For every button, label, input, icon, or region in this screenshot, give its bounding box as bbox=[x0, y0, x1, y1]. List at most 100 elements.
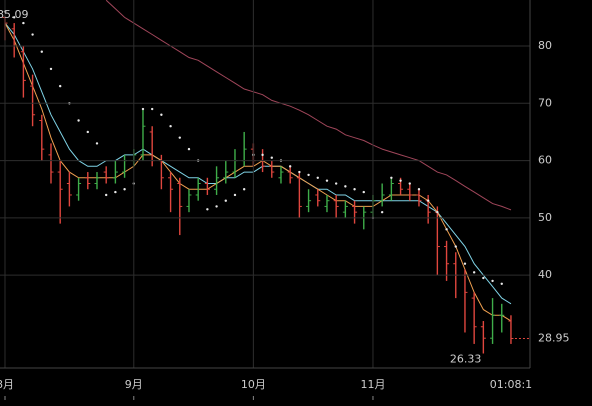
ohlc-bar bbox=[490, 298, 496, 344]
sar-dot bbox=[58, 84, 62, 88]
sar-dot bbox=[491, 279, 494, 283]
sar-dot bbox=[353, 188, 356, 191]
ohlc-bar bbox=[94, 172, 100, 190]
sar-dot bbox=[399, 179, 402, 182]
sar-dot bbox=[31, 33, 34, 36]
x-tick-label: 8月 bbox=[0, 378, 14, 391]
sar-dot bbox=[169, 125, 172, 128]
ohlc-bar bbox=[287, 166, 293, 184]
ohlc-bar bbox=[499, 303, 505, 333]
ohlc-bar bbox=[342, 200, 348, 218]
ohlc-bar bbox=[223, 160, 229, 184]
ohlc-bar bbox=[324, 194, 330, 213]
ohlc-bar bbox=[76, 177, 82, 201]
ohlc-bar bbox=[407, 183, 413, 201]
sar-dot bbox=[408, 182, 411, 185]
ohlc-bar bbox=[462, 269, 468, 333]
y-tick-label: 50 bbox=[538, 211, 552, 224]
sar-dot bbox=[233, 193, 237, 197]
sar-dot bbox=[49, 67, 53, 71]
sar-dot bbox=[114, 190, 117, 194]
sar-dot bbox=[95, 142, 99, 145]
sar-dot bbox=[77, 119, 80, 122]
ohlc-bar bbox=[177, 177, 183, 236]
sar-dot bbox=[160, 113, 163, 116]
ohlc-bar bbox=[388, 177, 394, 201]
x-tick-label: 10月 bbox=[241, 378, 266, 391]
sar-dot bbox=[215, 205, 218, 208]
ohlc-bar bbox=[39, 114, 45, 161]
ohlc-bar bbox=[195, 177, 201, 201]
sar-dot bbox=[307, 173, 310, 177]
sar-dot bbox=[454, 245, 457, 248]
sar-dot bbox=[270, 156, 273, 159]
y-tick-label: 60 bbox=[538, 154, 552, 167]
sar-dot bbox=[436, 210, 439, 214]
ohlc-bar bbox=[333, 194, 339, 218]
ohlc-bar bbox=[48, 143, 54, 184]
sar-dot bbox=[445, 228, 448, 231]
ohlc-bar bbox=[241, 131, 247, 167]
sar-dot bbox=[242, 188, 246, 191]
sar-dot bbox=[224, 199, 227, 202]
ohlc-bar bbox=[186, 189, 192, 213]
ohlc-bar bbox=[140, 109, 146, 161]
ohlc-bar bbox=[315, 189, 321, 207]
ohlc-bar bbox=[20, 46, 26, 98]
ohlc-bar bbox=[306, 189, 312, 213]
sar-dot bbox=[40, 50, 43, 53]
sar-dot bbox=[187, 147, 191, 151]
ohlc-bar bbox=[57, 160, 63, 224]
ohlc-bar bbox=[122, 154, 128, 178]
plot-area bbox=[2, 0, 514, 354]
ohlc-bar bbox=[269, 160, 275, 178]
last-price-label: 28.95 bbox=[538, 331, 570, 344]
y-tick-label: 70 bbox=[538, 96, 552, 109]
x-tick-label: 11月 bbox=[360, 378, 385, 391]
sar-dot bbox=[334, 182, 338, 185]
sar-dot bbox=[463, 262, 467, 265]
sar-dot bbox=[261, 153, 264, 157]
ohlc-bar bbox=[278, 166, 284, 184]
low-label: 26.33 bbox=[450, 353, 482, 366]
y-tick-label: 40 bbox=[538, 268, 552, 281]
ohlc-bar bbox=[379, 183, 385, 207]
ohlc-bar bbox=[434, 206, 440, 276]
ohlc-bar bbox=[296, 172, 302, 218]
sar-dot bbox=[316, 176, 319, 179]
ohlc-bar bbox=[444, 240, 450, 281]
ohlc-bar bbox=[471, 292, 477, 344]
ohlc-bar bbox=[168, 172, 174, 213]
sar-dot bbox=[482, 276, 485, 280]
sar-dot bbox=[141, 107, 145, 111]
sar-dot bbox=[325, 179, 329, 182]
y-tick-label: 80 bbox=[538, 39, 552, 52]
sar-dot bbox=[150, 107, 154, 111]
sar-dot bbox=[500, 282, 503, 285]
ohlc-bar bbox=[480, 321, 486, 354]
sar-dot bbox=[344, 185, 347, 188]
sar-dot bbox=[417, 188, 421, 191]
x-annotation: 01:08:1 bbox=[490, 378, 532, 391]
ohlc-bar bbox=[204, 177, 210, 195]
x-tick-label: 9月 bbox=[125, 378, 143, 391]
ohlc-bar bbox=[103, 166, 109, 184]
ohlc-bar bbox=[85, 172, 91, 190]
sar-dot bbox=[12, 16, 16, 19]
moving-average-line bbox=[105, 0, 512, 211]
sar-dot bbox=[178, 136, 181, 139]
sar-dot bbox=[390, 176, 393, 179]
sar-dot bbox=[123, 188, 126, 191]
sar-dot bbox=[206, 208, 209, 211]
ohlc-bar bbox=[30, 74, 36, 127]
sar-dot bbox=[86, 130, 89, 134]
sar-dot bbox=[288, 165, 292, 168]
sar-dot bbox=[472, 271, 476, 274]
ohlc-bar bbox=[11, 23, 17, 58]
sar-dot bbox=[380, 210, 384, 214]
ohlc-bar bbox=[352, 200, 358, 224]
ohlc-bar bbox=[416, 189, 422, 207]
ohlc-bar bbox=[214, 166, 220, 195]
